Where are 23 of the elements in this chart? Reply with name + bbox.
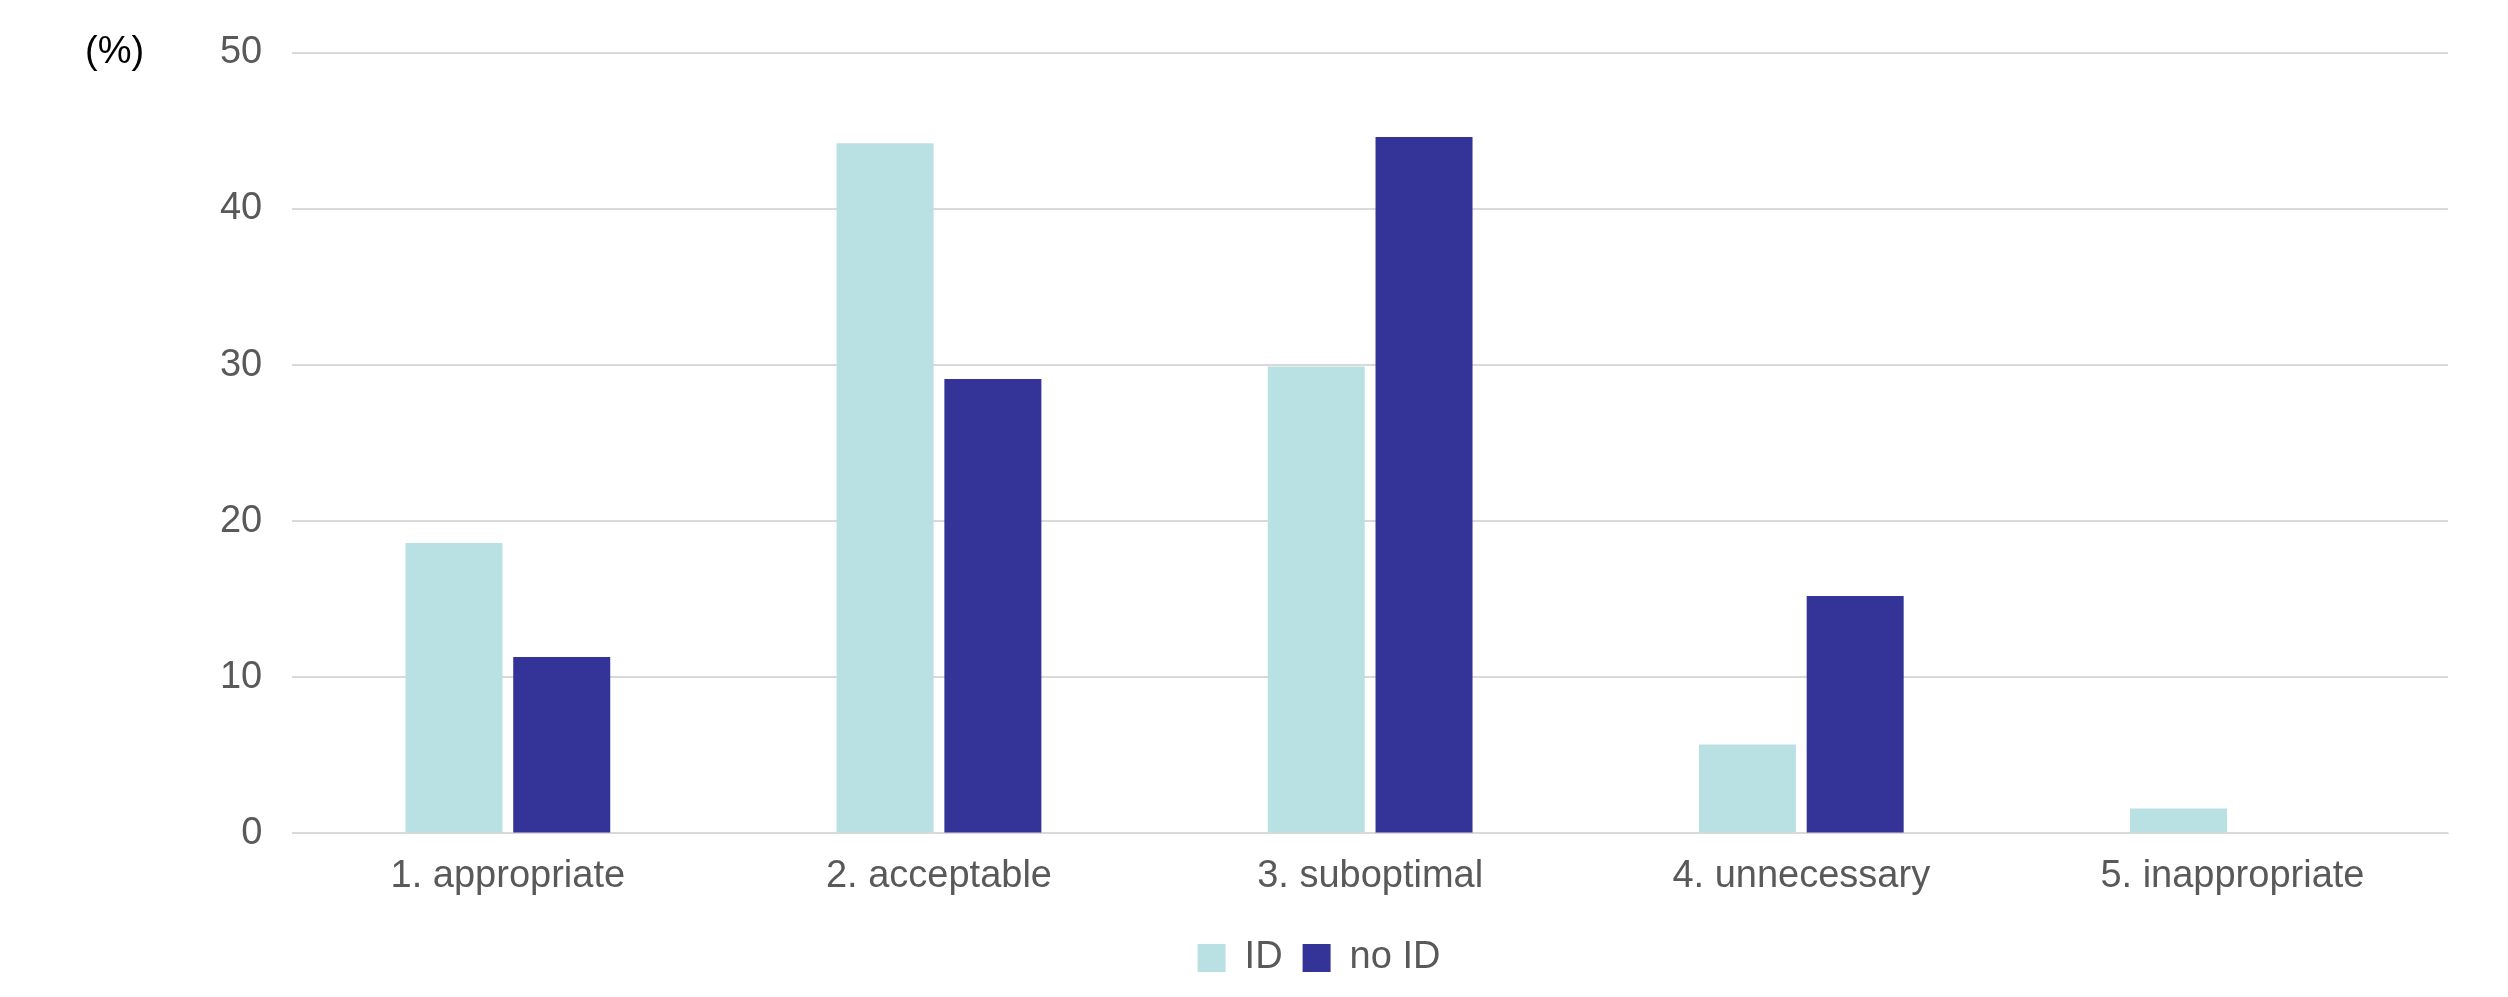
bar xyxy=(1698,744,1796,833)
y-tick-label: 20 xyxy=(219,497,263,540)
y-tick-label: 30 xyxy=(219,341,263,384)
bar xyxy=(1267,366,1365,833)
y-tick-label: 50 xyxy=(219,29,263,72)
bar xyxy=(513,656,611,833)
legend-label: ID xyxy=(1244,934,1283,977)
legend-label: no ID xyxy=(1349,934,1441,977)
y-tick-label: 40 xyxy=(219,185,263,228)
x-tick-label: 3. suboptimal xyxy=(1257,852,1484,895)
bar xyxy=(1806,596,1904,833)
bar xyxy=(944,379,1042,833)
x-tick-label: 5. inappropriate xyxy=(2100,852,2365,895)
x-tick-label: 1. appropriate xyxy=(390,852,626,895)
y-tick-label: 0 xyxy=(241,809,263,852)
bar xyxy=(1375,137,1473,833)
x-tick-label: 4. unnecessary xyxy=(1672,852,1931,895)
y-axis-title: (%) xyxy=(85,29,145,72)
x-tick-label: 2. acceptable xyxy=(825,852,1053,895)
bar xyxy=(2130,808,2228,833)
y-tick-label: 10 xyxy=(219,653,263,696)
bar xyxy=(405,543,503,833)
bar xyxy=(836,143,934,833)
